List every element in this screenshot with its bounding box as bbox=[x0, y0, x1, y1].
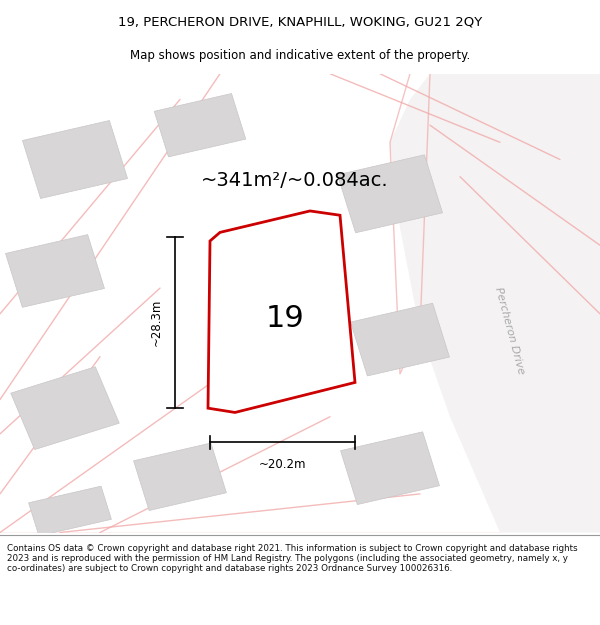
Text: ~341m²/~0.084ac.: ~341m²/~0.084ac. bbox=[201, 171, 389, 191]
Polygon shape bbox=[29, 486, 112, 536]
Text: 19, PERCHERON DRIVE, KNAPHILL, WOKING, GU21 2QY: 19, PERCHERON DRIVE, KNAPHILL, WOKING, G… bbox=[118, 16, 482, 29]
Polygon shape bbox=[390, 74, 600, 532]
Polygon shape bbox=[350, 303, 449, 376]
Polygon shape bbox=[341, 432, 439, 504]
Text: Map shows position and indicative extent of the property.: Map shows position and indicative extent… bbox=[130, 49, 470, 62]
Polygon shape bbox=[5, 234, 104, 308]
Polygon shape bbox=[154, 94, 246, 157]
Text: Percheron Drive: Percheron Drive bbox=[494, 286, 526, 376]
Polygon shape bbox=[11, 367, 119, 449]
Polygon shape bbox=[208, 211, 355, 412]
Text: ~28.3m: ~28.3m bbox=[150, 299, 163, 346]
Text: ~20.2m: ~20.2m bbox=[259, 458, 306, 471]
Polygon shape bbox=[134, 443, 226, 511]
Polygon shape bbox=[337, 155, 443, 232]
Polygon shape bbox=[22, 121, 128, 199]
Text: 19: 19 bbox=[266, 304, 304, 332]
Text: Contains OS data © Crown copyright and database right 2021. This information is : Contains OS data © Crown copyright and d… bbox=[7, 544, 578, 573]
